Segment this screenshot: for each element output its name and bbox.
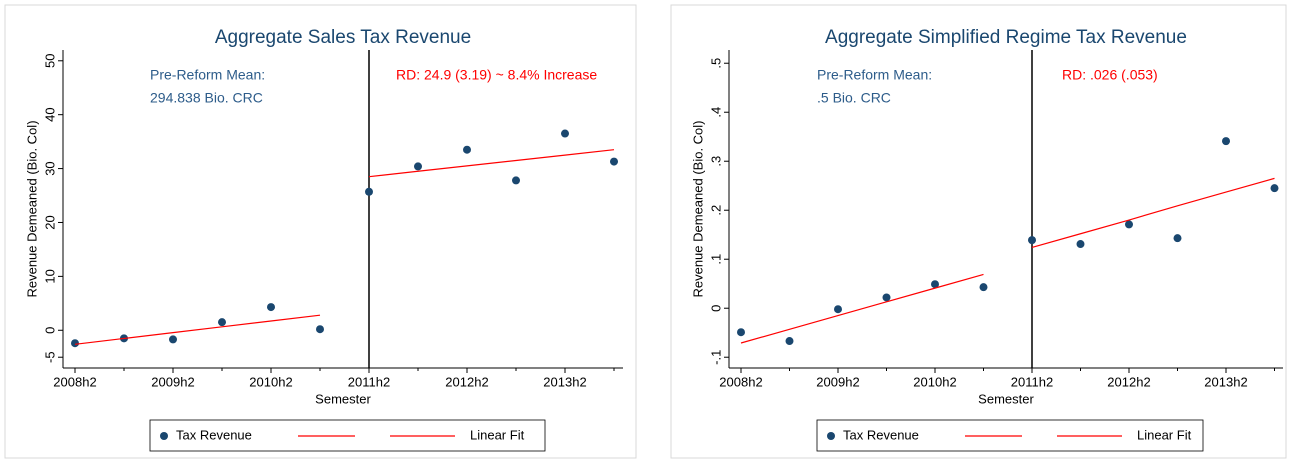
data-point — [414, 162, 422, 171]
data-point — [785, 337, 794, 346]
data-point — [267, 303, 275, 312]
legend-label: Linear Fit — [470, 427, 525, 442]
x-tick-label: 2010h2 — [913, 374, 956, 389]
chart-title: Aggregate Sales Tax Revenue — [215, 27, 471, 48]
y-tick-label: .2 — [708, 205, 723, 216]
annotation: 294.838 Bio. CRC — [150, 90, 263, 106]
y-tick-label: 20 — [42, 215, 57, 229]
x-tick-label: 2008h2 — [53, 374, 96, 389]
x-tick-label: 2008h2 — [719, 374, 762, 389]
data-point — [737, 328, 745, 337]
x-tick-label: 2009h2 — [816, 374, 859, 389]
annotation: Pre-Reform Mean: — [150, 67, 265, 83]
fit-line — [1031, 177, 1275, 249]
data-point — [218, 318, 226, 327]
y-tick-label: 0 — [708, 305, 723, 312]
data-point — [316, 325, 324, 334]
data-point — [1270, 184, 1279, 193]
y-axis-label: Revenue Demeaned (Bio. Col) — [690, 120, 705, 297]
y-tick-label: .4 — [708, 107, 723, 118]
data-point — [512, 176, 520, 185]
data-point — [1125, 220, 1133, 229]
x-tick-label: 2011h2 — [1011, 374, 1053, 389]
data-point — [365, 187, 373, 196]
data-point — [1028, 236, 1036, 245]
data-point — [71, 339, 79, 348]
annotation: RD: .026 (.053) — [1062, 67, 1158, 83]
data-point — [463, 145, 471, 154]
fit-line — [368, 149, 615, 178]
annotation: .5 Bio. CRC — [817, 90, 891, 106]
data-point — [169, 335, 177, 344]
y-tick-label: .3 — [708, 156, 723, 167]
x-tick-label: 2012h2 — [1107, 374, 1150, 389]
data-point — [561, 129, 569, 138]
y-tick-label: 40 — [42, 107, 57, 121]
y-tick-label: 10 — [42, 269, 57, 283]
x-tick-label: 2011h2 — [348, 374, 390, 389]
data-point — [1222, 137, 1230, 146]
data-point — [882, 293, 891, 302]
annotation: Pre-Reform Mean: — [817, 67, 932, 83]
x-tick-label: 2010h2 — [249, 374, 292, 389]
annotation: RD: 24.9 (3.19) ~ 8.4% Increase — [396, 67, 597, 83]
y-tick-label: 30 — [42, 161, 57, 175]
x-tick-label: 2009h2 — [151, 374, 194, 389]
y-tick-label: 0 — [42, 327, 57, 334]
legend-label: Tax Revenue — [176, 427, 252, 442]
legend-label: Tax Revenue — [843, 427, 919, 442]
legend-marker — [827, 432, 835, 440]
y-tick-label: .5 — [708, 58, 723, 69]
x-axis-label: Semester — [315, 391, 371, 406]
y-tick-label: -5 — [42, 351, 57, 363]
panel-border — [4, 4, 637, 459]
data-point — [979, 283, 988, 292]
x-tick-label: 2013h2 — [1204, 374, 1247, 389]
x-tick-label: 2013h2 — [543, 374, 586, 389]
data-point — [931, 280, 939, 289]
data-point — [1173, 234, 1182, 243]
data-point — [1076, 240, 1085, 249]
data-point — [610, 157, 618, 166]
legend-label: Linear Fit — [1137, 427, 1192, 442]
y-tick-label: 50 — [42, 54, 57, 68]
legend-marker — [160, 432, 168, 440]
data-point — [834, 305, 842, 314]
y-axis-label: Revenue Demeaned (Bio. Col) — [24, 120, 39, 297]
x-tick-label: 2012h2 — [445, 374, 488, 389]
x-axis-label: Semester — [978, 391, 1034, 406]
chart-title: Aggregate Simplified Regime Tax Revenue — [825, 27, 1187, 48]
fit-line — [740, 273, 984, 344]
fit-line — [74, 314, 321, 345]
y-tick-label: -.1 — [708, 350, 723, 365]
y-tick-label: .1 — [708, 254, 723, 265]
panel-border — [670, 4, 1287, 459]
